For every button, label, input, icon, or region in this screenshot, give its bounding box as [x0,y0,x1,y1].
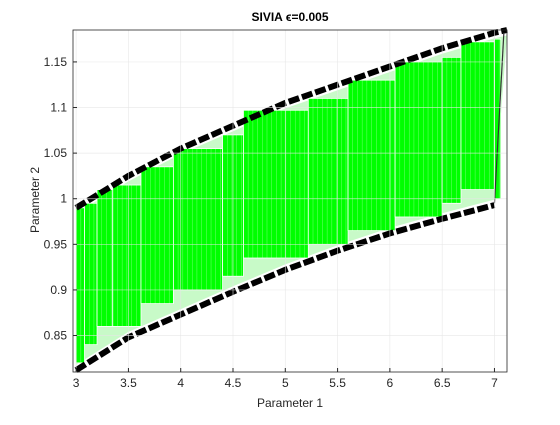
x-tick-label: 3.5 [120,376,137,390]
upper-boundary [74,27,508,211]
axes-box [72,29,508,373]
y-tick-label: 0.95 [44,237,68,251]
inner-box [347,79,396,232]
x-tick-label: 4 [177,376,184,390]
inner-box [96,189,114,327]
inner-box [494,38,502,200]
x-tick-label: 6.5 [434,376,451,390]
inner-box [75,207,85,364]
x-tick-label: 5 [282,376,289,390]
y-tick-label: 0.9 [50,283,67,297]
y-tick-label: 1.15 [44,55,68,69]
plot-area [74,27,508,373]
x-tick-label: 6 [387,376,394,390]
y-tick-label: 1.1 [50,101,67,115]
x-tick-label: 7 [491,376,498,390]
x-tick-label: 5.5 [329,376,346,390]
y-axis-label: Parameter 2 [28,166,42,234]
right-boundary [493,32,505,204]
inner-box [307,98,349,245]
inner-box [112,184,142,327]
axes [72,29,508,373]
inner-box [460,41,495,191]
y-tick-label: 1 [60,192,67,206]
inner-box [243,109,309,259]
inner-box [84,202,98,346]
x-axis-label: Parameter 1 [256,396,324,410]
y-tick-label: 0.85 [44,329,68,343]
x-tick-label: 3 [73,376,80,390]
chart-title: SIVIA ϵ=0.005 [251,10,329,24]
y-tick-label: 1.05 [44,146,68,160]
x-tick-label: 4.5 [225,376,242,390]
tick-labels: 3 3.5 4 4.5 5 5.5 6 6.5 7 0.85 0.9 0.95 1 1.05 1.1 1.15 [44,55,498,390]
inner-box [394,61,443,218]
inner-box [140,166,174,305]
